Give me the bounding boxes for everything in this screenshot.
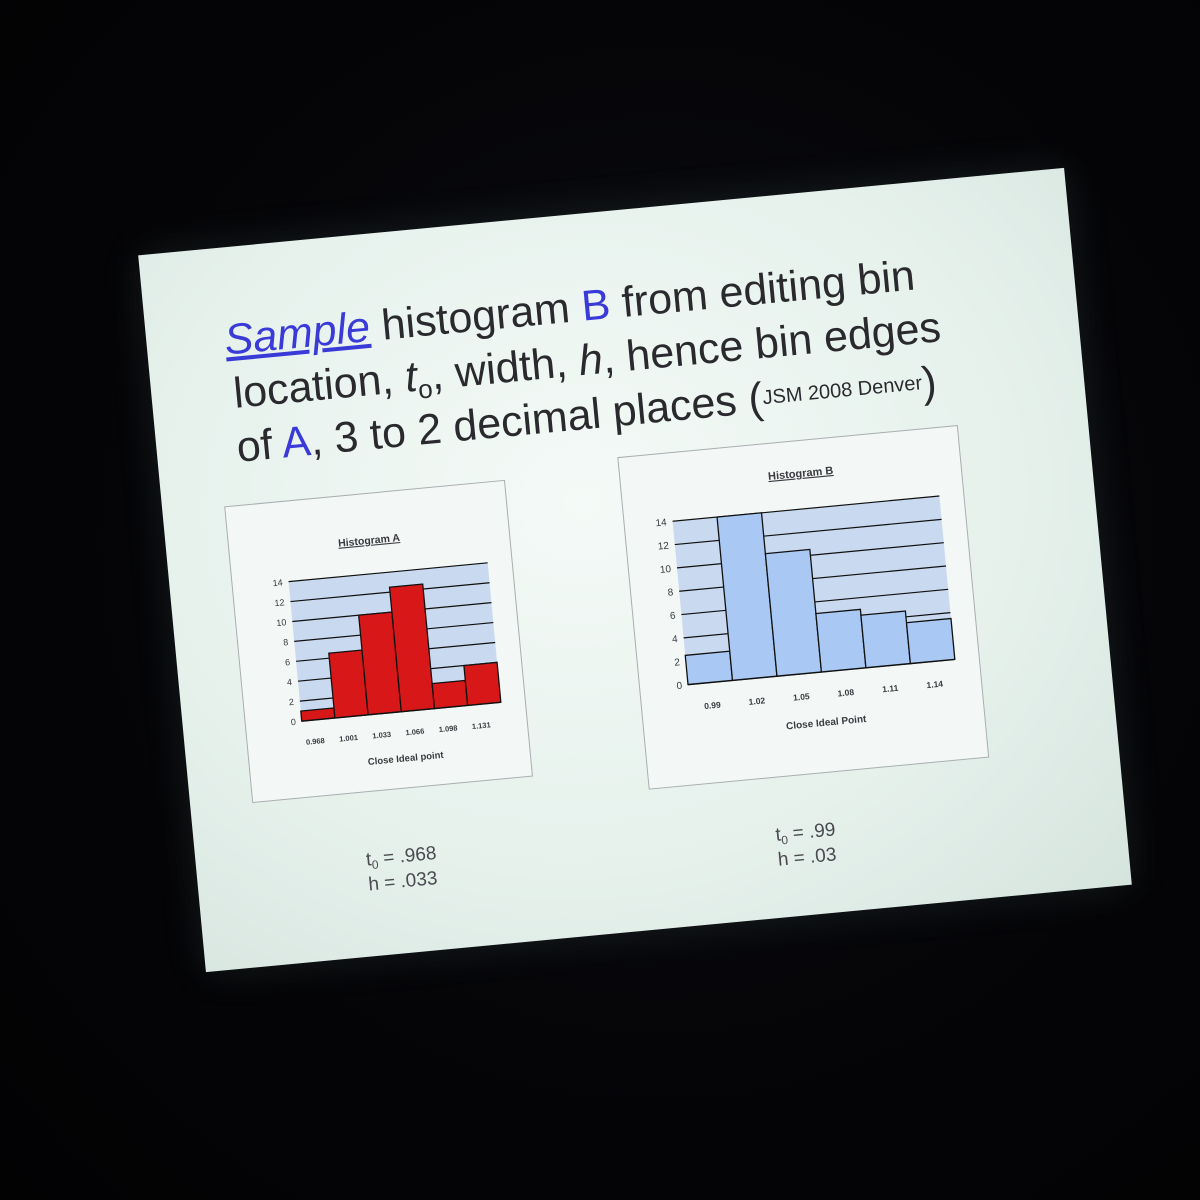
histogram-bar (815, 608, 867, 673)
x-tick-label: 1.033 (372, 730, 392, 741)
x-tick-label: 1.05 (793, 691, 811, 703)
x-tick-label: 1.001 (339, 733, 359, 744)
y-tick-label: 4 (672, 634, 679, 646)
y-tick-label: 12 (657, 541, 670, 553)
histogram-b-chart: Histogram B 0 2 4 6 8 10 12 14 0.99 1.02 1.05 1.08 1.… (617, 424, 990, 790)
chart-title: Histogram B (768, 465, 834, 483)
x-tick-label: 1.08 (837, 687, 855, 699)
histogram-bar (463, 661, 502, 707)
histogram-bar (328, 649, 369, 719)
x-axis-label: Close Ideal point (367, 750, 445, 768)
title-text: , width, (429, 337, 582, 400)
y-tick-label: 8 (667, 587, 674, 599)
y-tick-label: 4 (287, 677, 293, 687)
histogram-bar (431, 679, 469, 710)
x-tick-label: 1.02 (748, 695, 766, 707)
x-tick-label: 1.11 (882, 683, 899, 694)
params-a: t0 = .968 h = .033 (365, 842, 440, 896)
histogram-bar (764, 548, 823, 677)
reference-close-paren: ) (919, 357, 939, 408)
histogram-bar (388, 583, 436, 713)
chart-title: Histogram A (338, 532, 401, 550)
x-tick-label: 0.99 (704, 700, 722, 712)
y-tick-label: 10 (276, 617, 287, 628)
x-tick-label: 1.066 (405, 727, 425, 738)
y-tick-label: 14 (655, 517, 668, 529)
x-tick-label: 1.131 (472, 720, 492, 731)
y-tick-label: 6 (669, 611, 676, 623)
x-tick-label: 1.098 (438, 723, 458, 734)
t-subscript: o (416, 373, 434, 405)
y-tick-label: 10 (660, 564, 673, 576)
params-b: t0 = .99 h = .03 (775, 818, 839, 871)
x-tick-label: 0.968 (306, 736, 326, 747)
gridline (288, 562, 488, 583)
y-tick-label: 6 (285, 657, 291, 667)
histogram-a-letter: A (279, 417, 313, 468)
title-text: of (234, 419, 285, 472)
sample-link[interactable]: Sample (222, 302, 372, 365)
histogram-a-chart: Histogram A 0 2 4 6 8 10 12 14 0.968 1.001 1.033 1.0… (224, 479, 533, 804)
x-tick-label: 1.14 (926, 679, 944, 691)
y-tick-label: 2 (288, 697, 294, 707)
y-tick-label: 0 (676, 681, 683, 693)
y-tick-label: 2 (674, 657, 681, 669)
slide-surface: Sample histogram B from editing bin loca… (138, 167, 1132, 973)
histogram-bar (905, 617, 956, 665)
title-text: location, (231, 353, 408, 418)
reference-text: JSM 2008 Denver (761, 372, 924, 410)
y-tick-label: 0 (290, 717, 296, 727)
x-axis-label: Close Ideal Point (786, 714, 868, 733)
histogram-bar (860, 610, 912, 669)
projected-slide: Sample histogram B from editing bin loca… (138, 167, 1132, 973)
histogram-b-svg: Histogram B 0 2 4 6 8 10 12 14 0.99 1.02 1.05 1.08 1.… (655, 465, 956, 733)
y-tick-label: 12 (274, 597, 285, 608)
histogram-a-svg: Histogram A 0 2 4 6 8 10 12 14 0.968 1.001 1.033 1.0… (272, 532, 502, 768)
y-tick-label: 8 (283, 637, 289, 647)
h-value-b: h = .03 (776, 844, 838, 871)
y-tick-label: 14 (272, 577, 283, 588)
histogram-bar (684, 650, 734, 686)
